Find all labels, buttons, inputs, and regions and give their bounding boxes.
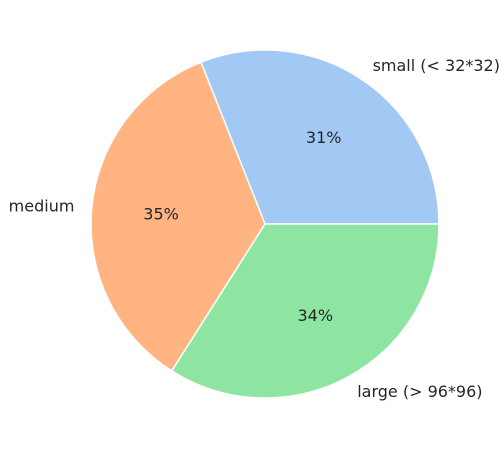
- labels-layer: 31% small (< 32*32) 35% medium 34% large (> 9…: [9, 56, 500, 401]
- slice-percent-label: 34%: [298, 306, 334, 325]
- slice-category-label: medium: [9, 196, 75, 215]
- slice-percent-label: 35%: [143, 205, 179, 224]
- slice-category-label: large (> 96*96): [357, 382, 482, 401]
- slice-percent-label: 31%: [306, 128, 342, 147]
- slices-layer: [90, 49, 440, 399]
- slice-category-label: small (< 32*32): [373, 56, 500, 75]
- pie-slice-large: [170, 223, 440, 399]
- pie-slice-small: [199, 49, 440, 225]
- pie-slice-medium: [90, 61, 266, 372]
